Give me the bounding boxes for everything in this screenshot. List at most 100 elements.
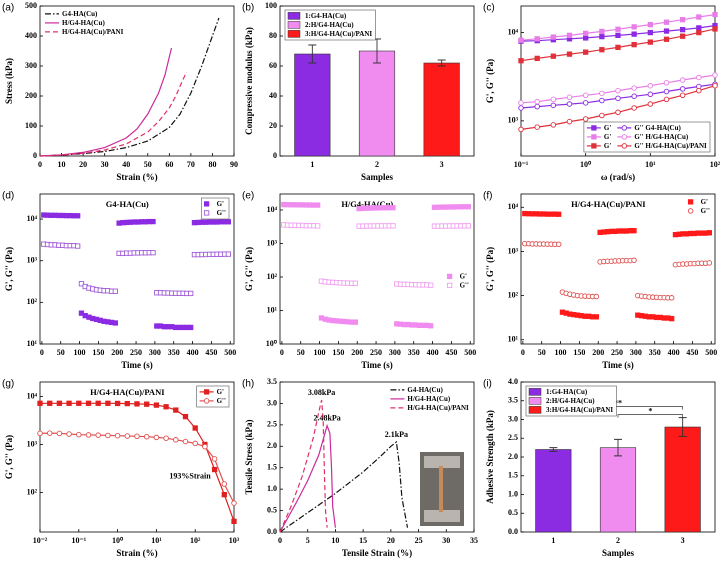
- legend: G'G'': [446, 273, 469, 290]
- photo-clamp: [424, 456, 460, 468]
- y-tick-label: 3.5: [267, 377, 277, 386]
- panel-label: (i): [483, 379, 492, 390]
- legend-item: G'' H/G4-HA(Cu)/PANI: [617, 142, 707, 150]
- data-point: [144, 401, 150, 407]
- x-tick-label: 250: [370, 348, 382, 357]
- x-tick-label: 400: [187, 348, 199, 357]
- error-bar: [614, 438, 622, 457]
- x-tick-label: 0: [278, 536, 282, 545]
- x-tick-label: 100: [314, 348, 326, 357]
- legend-label: 2:H/G4-HA(Cu): [546, 397, 595, 405]
- data-point: [428, 323, 434, 329]
- series-line: [279, 399, 328, 533]
- data-point: [696, 14, 702, 20]
- x-axis-label: Tensile Strain (%): [342, 548, 412, 558]
- data-point: [66, 400, 72, 406]
- subtitle: H/G4-HA(Cu)/PANI: [90, 387, 165, 397]
- data-point: [663, 80, 670, 86]
- data-point: [663, 88, 670, 95]
- y-axis-label: G', G'' (Pa): [485, 59, 495, 103]
- data-point: [593, 293, 600, 300]
- plot-frame: [39, 381, 235, 533]
- data-point: [518, 58, 524, 64]
- data-point: [582, 116, 589, 122]
- panel: (h) 0.0 0.5 1.0 1.5 2.0 2.5 3.0 3.5 0 5 10 15 20 25 30 3…: [242, 377, 478, 558]
- y-tick-label: 2.5: [508, 433, 518, 442]
- x-tick-label: 30: [101, 160, 109, 169]
- y-tick-label: 4.0: [508, 377, 518, 386]
- legend-label: G'' H/G4-HA(Cu)/PANI: [634, 142, 707, 150]
- x-tick-label: 90: [230, 160, 238, 169]
- x-axis-label: Time (s): [121, 360, 153, 370]
- error-bar: [308, 44, 317, 64]
- data-point: [696, 25, 702, 31]
- x-tick-label: 50: [538, 348, 546, 357]
- data-point: [712, 82, 718, 89]
- data-point: [647, 29, 653, 36]
- legend-item: H/G4-HA(Cu)/PANI: [45, 28, 124, 36]
- data-point: [599, 33, 605, 40]
- data-point: [647, 101, 654, 107]
- legend-marker: [621, 134, 628, 140]
- y-tick-label: 100: [265, 1, 277, 10]
- data-point: [188, 290, 194, 297]
- significance-label: **: [614, 398, 622, 407]
- data-point: [173, 437, 179, 443]
- y-tick-label: 10³: [267, 238, 278, 247]
- legend-marker: [591, 134, 597, 140]
- x-tick-label: 25: [415, 536, 423, 545]
- photo-clamp: [424, 510, 460, 522]
- data-point: [105, 400, 111, 406]
- data-point: [85, 400, 92, 406]
- panel: (c) 10³ 10⁴ 10⁻¹ 10⁰ 10¹ 10² ω (rad/s) G', G'' (…: [483, 3, 721, 182]
- x-tick-label: 10⁻¹: [514, 160, 529, 169]
- x-tick-label: 0: [40, 348, 44, 357]
- data-point: [696, 87, 702, 94]
- legend-label: G': [604, 142, 611, 150]
- data-point: [599, 97, 605, 104]
- data-point: [124, 400, 130, 407]
- legend-item: 1:G4-HA(Cu): [528, 388, 588, 396]
- x-tick-label: 3: [440, 160, 444, 169]
- x-tick-label: 100: [555, 348, 567, 357]
- x-tick-label: 0: [521, 348, 525, 357]
- legend-swatch: [528, 397, 542, 405]
- y-tick-label: 10¹: [27, 339, 38, 348]
- data-point: [134, 433, 140, 440]
- legend-item: G'' H/G4-HA(Cu): [617, 133, 689, 141]
- legend-label: 3:H/G4-HA(Cu)/PANI: [546, 406, 613, 414]
- error-bar: [437, 59, 446, 67]
- y-tick-label: 3.0: [508, 414, 518, 423]
- x-tick-label: 10¹: [645, 160, 656, 169]
- x-tick-label: 250: [130, 348, 142, 357]
- data-point: [631, 85, 637, 91]
- data-point: [615, 26, 621, 32]
- data-point: [615, 32, 621, 39]
- y-axis-label: Adhesive Strength (kPa): [485, 410, 495, 504]
- x-axis-label: Time (s): [361, 360, 393, 370]
- x-tick-label: 150: [332, 348, 344, 357]
- data-point: [631, 228, 637, 234]
- legend: G'G'': [201, 197, 230, 220]
- y-axis-label: G', G'' (Pa): [244, 247, 254, 291]
- y-tick-label: 0.5: [267, 505, 277, 514]
- legend-item: 2:H/G4-HA(Cu): [287, 21, 354, 29]
- data-point: [85, 432, 92, 438]
- y-tick-label: 3.5: [508, 396, 518, 405]
- data-point: [631, 24, 637, 30]
- legend-label: G'' H/G4-HA(Cu): [634, 133, 689, 141]
- legend-marker: [621, 125, 628, 131]
- data-point: [679, 26, 686, 33]
- x-tick-label: 150: [92, 348, 104, 357]
- y-tick-label: 10³: [508, 116, 519, 125]
- data-point: [225, 251, 231, 257]
- x-tick-label: 10⁻²: [33, 536, 48, 545]
- legend-label: H/G4-HA(Cu)/PANI: [407, 404, 469, 412]
- legend-label: 3:H/G4-HA(Cu)/PANI: [305, 30, 372, 38]
- legend-marker: [203, 389, 210, 395]
- legend-item: G'' G4-HA(Cu): [617, 124, 681, 132]
- y-tick-label: 10¹: [267, 305, 278, 314]
- x-tick-label: 0: [38, 160, 42, 169]
